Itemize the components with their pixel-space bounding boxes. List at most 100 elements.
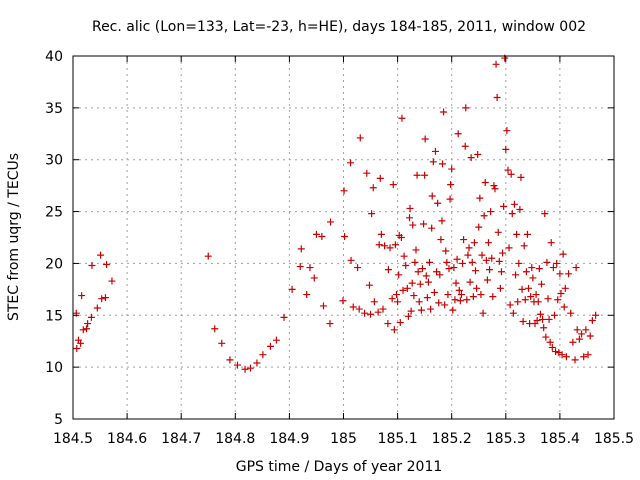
- chart-title: Rec. alic (Lon=133, Lat=-23, h=HE), days…: [92, 19, 586, 35]
- data-point: [379, 305, 387, 313]
- data-point: [426, 258, 434, 266]
- data-point: [434, 199, 442, 207]
- data-point: [370, 298, 378, 306]
- data-point: [549, 264, 557, 272]
- data-point: [367, 310, 375, 318]
- data-point: [394, 298, 402, 306]
- data-point: [470, 239, 478, 247]
- data-point: [386, 244, 394, 252]
- data-point: [406, 204, 414, 212]
- y-tick-label: 15: [45, 308, 63, 324]
- data-point: [101, 294, 109, 302]
- data-point: [433, 268, 441, 276]
- data-point: [567, 309, 575, 317]
- data-point: [402, 262, 410, 270]
- data-point: [580, 353, 588, 361]
- data-point: [541, 210, 549, 218]
- data-point: [455, 286, 463, 294]
- data-point: [416, 280, 424, 288]
- data-point: [502, 145, 510, 153]
- data-point: [509, 309, 517, 317]
- data-point: [547, 239, 555, 247]
- data-point: [384, 266, 392, 274]
- data-point: [73, 344, 81, 352]
- data-point: [545, 315, 553, 323]
- data-point: [388, 295, 396, 303]
- y-tick-labels: 5 10 15 20 25 30 35 40: [45, 49, 63, 428]
- data-point: [539, 315, 547, 323]
- data-point: [544, 295, 552, 303]
- data-point: [482, 256, 490, 264]
- data-point: [87, 313, 95, 321]
- data-point: [297, 245, 305, 253]
- data-point: [586, 332, 594, 340]
- data-point: [241, 365, 249, 373]
- data-point: [463, 296, 471, 304]
- data-point: [98, 295, 106, 303]
- data-point: [83, 325, 91, 333]
- data-point: [326, 320, 334, 328]
- data-point: [409, 221, 417, 229]
- data-point: [497, 268, 505, 276]
- data-point: [487, 208, 495, 216]
- data-point: [447, 181, 455, 189]
- data-point: [296, 263, 304, 271]
- data-point: [381, 242, 389, 250]
- data-point: [108, 277, 116, 285]
- data-point: [522, 268, 530, 276]
- data-point: [506, 301, 514, 309]
- data-point: [410, 292, 418, 300]
- x-tick-label: 185.5: [594, 431, 634, 447]
- data-point: [440, 108, 448, 116]
- data-point: [533, 316, 541, 324]
- data-point: [456, 297, 464, 305]
- y-axis-label: STEC from uqrg / TECUs: [6, 153, 22, 321]
- data-point: [453, 255, 461, 263]
- data-point: [475, 223, 483, 231]
- data-point: [376, 174, 384, 182]
- data-point: [375, 241, 383, 249]
- data-point: [441, 301, 449, 309]
- data-point: [415, 298, 423, 306]
- data-point: [288, 285, 296, 293]
- data-point: [515, 259, 523, 267]
- data-point: [420, 220, 428, 228]
- data-point: [510, 200, 518, 208]
- data-point: [462, 104, 470, 112]
- data-point: [540, 324, 548, 332]
- x-tick-label: 185.3: [486, 431, 526, 447]
- data-point: [525, 284, 533, 292]
- data-point: [494, 228, 502, 236]
- data-point: [489, 293, 497, 301]
- x-tick-label: 185: [330, 431, 357, 447]
- data-point: [406, 214, 414, 222]
- data-point: [562, 353, 570, 361]
- data-point: [472, 267, 480, 275]
- data-point: [550, 311, 558, 319]
- data-point: [443, 258, 451, 266]
- data-point: [483, 276, 491, 284]
- data-point: [466, 278, 474, 286]
- data-point: [421, 135, 429, 143]
- data-point: [88, 262, 96, 270]
- data-point: [259, 351, 267, 359]
- data-point: [528, 264, 536, 272]
- data-point: [476, 194, 484, 202]
- data-point: [429, 158, 437, 166]
- data-point: [496, 284, 504, 292]
- x-tick-label: 185.4: [540, 431, 580, 447]
- data-point: [445, 265, 453, 273]
- data-point: [93, 304, 101, 312]
- data-point: [396, 319, 404, 327]
- data-point: [246, 364, 254, 372]
- data-point: [572, 264, 580, 272]
- data-points: [72, 54, 600, 373]
- data-point: [582, 326, 590, 334]
- data-point: [340, 187, 348, 195]
- data-point: [503, 127, 511, 135]
- x-tick-label: 184.7: [161, 431, 201, 447]
- data-point: [504, 166, 512, 174]
- data-point: [363, 169, 371, 177]
- data-point: [558, 351, 566, 359]
